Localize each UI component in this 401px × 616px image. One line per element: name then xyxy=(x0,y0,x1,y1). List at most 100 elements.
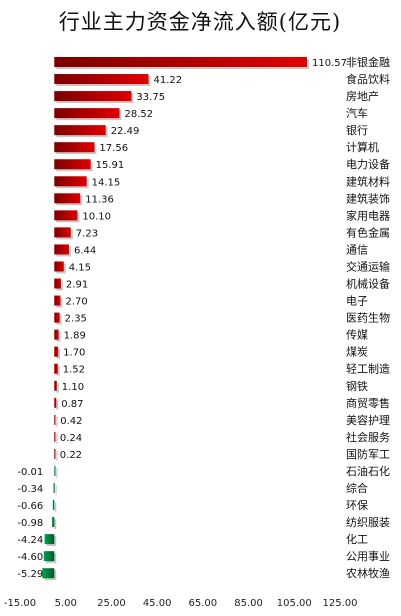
bar-19 xyxy=(54,380,57,391)
bar-14 xyxy=(54,295,61,306)
category-label-6: 电力设备 xyxy=(346,157,390,171)
category-label-17: 煤炭 xyxy=(346,346,368,359)
chart-title: 行业主力资金净流入额(亿元) xyxy=(59,10,341,34)
category-label-10: 有色金属 xyxy=(346,225,390,239)
x-tick-label-6: 105.00 xyxy=(277,598,312,609)
bar-10 xyxy=(54,227,71,238)
bar-shadow xyxy=(54,519,57,530)
x-axis-ticks: -15.00 5.00 25.00 45.00 65.00 85.00 105.00 125.… xyxy=(4,598,358,609)
value-label-16: 1.89 xyxy=(64,331,86,342)
bar-24 xyxy=(54,465,56,476)
value-label-13: 2.91 xyxy=(66,280,88,291)
x-tick-label-5: 85.00 xyxy=(234,598,263,609)
category-label-27: 纺织服装 xyxy=(346,515,390,529)
category-label-7: 建筑材料 xyxy=(346,174,390,188)
category-label-8: 建筑装饰 xyxy=(346,191,390,205)
bar-17 xyxy=(54,346,59,357)
value-label-22: 0.24 xyxy=(60,433,82,444)
bar-21 xyxy=(54,414,56,425)
x-tick-label-4: 65.00 xyxy=(189,598,218,609)
value-label-5: 17.56 xyxy=(99,143,128,154)
value-label-14: 2.70 xyxy=(65,297,87,308)
category-label-30: 农林牧渔 xyxy=(346,566,390,580)
value-label-15: 2.35 xyxy=(65,314,87,325)
bar-8 xyxy=(54,193,81,204)
value-label-8: 11.36 xyxy=(85,194,114,205)
category-label-16: 传媒 xyxy=(346,329,368,342)
value-label-10: 7.23 xyxy=(76,228,98,239)
category-label-28: 化工 xyxy=(346,532,368,546)
category-label-24: 石油石化 xyxy=(346,464,390,478)
category-label-21: 美容护理 xyxy=(346,413,390,427)
value-label-27: -0.98 xyxy=(17,518,43,529)
category-label-0: 非银金融 xyxy=(346,55,390,69)
bar-28 xyxy=(44,534,55,545)
bar-shadow xyxy=(56,450,58,461)
bar-shadow xyxy=(56,348,61,359)
category-label-20: 商贸零售 xyxy=(346,396,390,410)
bar-22 xyxy=(54,431,56,442)
bar-shadow xyxy=(56,433,58,444)
bar-0 xyxy=(54,57,308,67)
bar-shadow xyxy=(56,382,59,393)
category-label-1: 食品饮料 xyxy=(346,72,390,86)
bar-6 xyxy=(54,159,91,170)
bar-12 xyxy=(54,261,64,272)
bar-25 xyxy=(53,483,55,493)
bar-13 xyxy=(54,278,61,289)
x-tick-label-0: -15.00 xyxy=(4,598,36,609)
value-label-2: 33.75 xyxy=(136,92,165,103)
value-label-21: 0.42 xyxy=(60,416,82,427)
x-tick-label-7: 125.00 xyxy=(323,598,358,609)
bar-20 xyxy=(54,397,57,408)
value-label-20: 0.87 xyxy=(61,399,83,410)
bar-1 xyxy=(54,74,149,85)
bar-7 xyxy=(54,176,87,187)
category-label-11: 通信 xyxy=(346,243,368,256)
value-label-9: 10.10 xyxy=(82,211,111,222)
category-label-19: 钢铁 xyxy=(346,380,368,393)
category-label-9: 家用电器 xyxy=(346,208,390,222)
value-label-0: 110.57 xyxy=(312,58,347,69)
category-label-3: 汽车 xyxy=(346,106,368,120)
value-label-4: 22.49 xyxy=(111,126,140,137)
value-label-12: 4.15 xyxy=(69,262,91,273)
bar-30 xyxy=(42,568,55,579)
value-label-24: -0.01 xyxy=(17,467,43,478)
bar-shadow xyxy=(56,399,59,410)
bar-26 xyxy=(52,500,55,511)
bar-shadow xyxy=(55,485,57,495)
bar-27 xyxy=(52,517,55,528)
category-label-2: 房地产 xyxy=(346,89,379,103)
x-tick-label-2: 25.00 xyxy=(97,598,126,609)
value-label-29: -4.60 xyxy=(17,552,43,563)
value-label-11: 6.44 xyxy=(74,245,96,256)
value-label-1: 41.22 xyxy=(154,75,183,86)
value-label-6: 15.91 xyxy=(96,160,125,171)
bar-shadow xyxy=(56,365,60,376)
bar-11 xyxy=(54,244,70,255)
bar-4 xyxy=(54,125,106,136)
category-label-26: 环保 xyxy=(346,498,368,512)
category-label-15: 医药生物 xyxy=(346,311,390,325)
value-label-23: 0.22 xyxy=(60,450,82,461)
value-label-25: -0.34 xyxy=(17,484,43,495)
x-tick-label-3: 45.00 xyxy=(143,598,172,609)
value-label-26: -0.66 xyxy=(17,501,43,512)
category-label-4: 银行 xyxy=(346,123,368,137)
bar-5 xyxy=(54,142,95,153)
category-label-5: 计算机 xyxy=(346,140,379,154)
bar-23 xyxy=(54,448,56,459)
bar-18 xyxy=(54,363,58,374)
bar-shadow xyxy=(56,467,58,478)
category-label-22: 社会服务 xyxy=(346,430,390,444)
bar-16 xyxy=(54,329,59,340)
value-label-28: -4.24 xyxy=(17,535,43,546)
category-label-18: 轻工制造 xyxy=(346,362,390,376)
bar-9 xyxy=(54,210,78,221)
value-label-17: 1.70 xyxy=(63,348,85,359)
value-label-7: 14.15 xyxy=(92,177,121,188)
category-label-25: 综合 xyxy=(346,481,368,495)
bar-15 xyxy=(54,312,60,323)
